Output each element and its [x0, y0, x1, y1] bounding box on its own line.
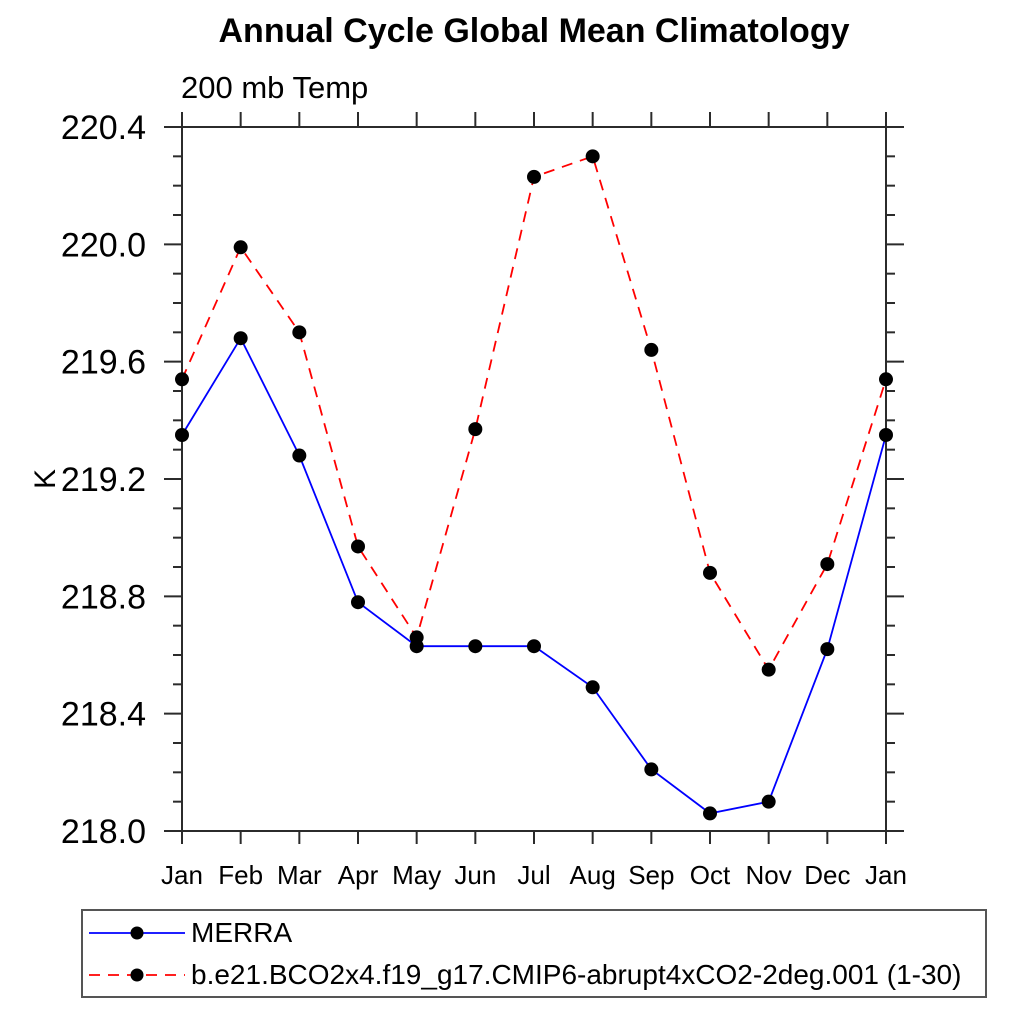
data-point-marker-series-0 — [761, 794, 776, 809]
x-axis-tick-label: Sep — [628, 860, 674, 890]
legend-line-sample-solid — [89, 926, 185, 939]
data-point-marker-series-1 — [585, 149, 600, 164]
legend-label-model: b.e21.BCO2x4.f19_g17.CMIP6-abrupt4xCO2-2… — [191, 958, 962, 990]
data-point-marker-series-0 — [644, 762, 659, 777]
x-axis-tick-label: Jun — [454, 860, 496, 890]
data-point-marker-series-0 — [292, 448, 307, 463]
data-point-marker-series-1 — [703, 565, 717, 580]
data-point-marker-series-1 — [175, 372, 189, 387]
data-point-marker-series-0 — [527, 639, 541, 654]
y-axis-tick-label: 218.4 — [61, 696, 146, 734]
legend-marker-dot — [130, 926, 144, 939]
x-axis-tick-label: Mar — [277, 860, 322, 890]
x-axis-tick-label: Aug — [570, 860, 616, 890]
data-point-marker-series-1 — [527, 169, 541, 184]
chart-title: Annual Cycle Global Mean Climatology — [218, 12, 850, 50]
x-axis-tick-label: Apr — [338, 860, 379, 890]
legend-box: MERRA b.e21.BCO2x4.f19_g17.CMIP6-abrupt4… — [81, 909, 987, 998]
x-axis-tick-label: Oct — [690, 860, 731, 890]
data-point-marker-series-0 — [703, 806, 717, 821]
data-point-marker-series-1 — [820, 557, 835, 572]
data-point-marker-series-1 — [351, 539, 365, 554]
y-axis-tick-label: 219.2 — [61, 461, 146, 499]
plot-frame — [181, 126, 887, 832]
data-point-marker-series-1 — [468, 422, 483, 437]
data-point-marker-series-1 — [409, 630, 424, 645]
x-axis-tick-label: Jul — [517, 860, 550, 890]
data-point-marker-series-0 — [585, 680, 600, 695]
data-point-marker-series-1 — [761, 662, 776, 677]
y-axis-tick-label: 219.6 — [61, 344, 146, 382]
data-point-marker-series-0 — [468, 639, 483, 654]
data-point-marker-series-0 — [879, 428, 893, 442]
legend-label-merra: MERRA — [191, 916, 293, 948]
data-point-marker-series-1 — [644, 342, 659, 357]
legend-item-model: b.e21.BCO2x4.f19_g17.CMIP6-abrupt4xCO2-2… — [89, 954, 985, 996]
y-axis-tick-label: 220.0 — [61, 226, 146, 264]
legend-marker-dot — [130, 968, 144, 981]
data-point-marker-series-1 — [879, 372, 893, 387]
legend-line-sample-dashed — [89, 968, 185, 981]
x-axis-tick-label: May — [392, 860, 441, 890]
data-point-marker-series-0 — [233, 331, 248, 346]
y-axis-tick-label: 218.0 — [61, 813, 146, 851]
y-axis-tick-label: 220.4 — [61, 109, 146, 147]
data-point-marker-series-0 — [175, 428, 189, 442]
x-axis-tick-label: Jan — [161, 860, 203, 890]
legend-item-merra: MERRA — [89, 912, 985, 954]
series-line-0 — [181, 336, 887, 815]
data-point-marker-series-1 — [233, 240, 248, 255]
data-point-marker-series-0 — [351, 595, 365, 610]
y-axis-tick-label: 218.8 — [61, 578, 146, 616]
y-axis-label: K — [29, 469, 62, 489]
x-axis-tick-label: Feb — [218, 860, 263, 890]
series-line-1 — [181, 155, 887, 672]
x-axis-tick-label: Dec — [804, 860, 850, 890]
data-point-marker-series-1 — [292, 325, 307, 340]
data-point-marker-series-0 — [820, 642, 835, 657]
x-axis-tick-label: Jan — [865, 860, 907, 890]
x-axis-tick-label: Nov — [746, 860, 792, 890]
chart-subtitle: 200 mb Temp — [181, 70, 369, 105]
